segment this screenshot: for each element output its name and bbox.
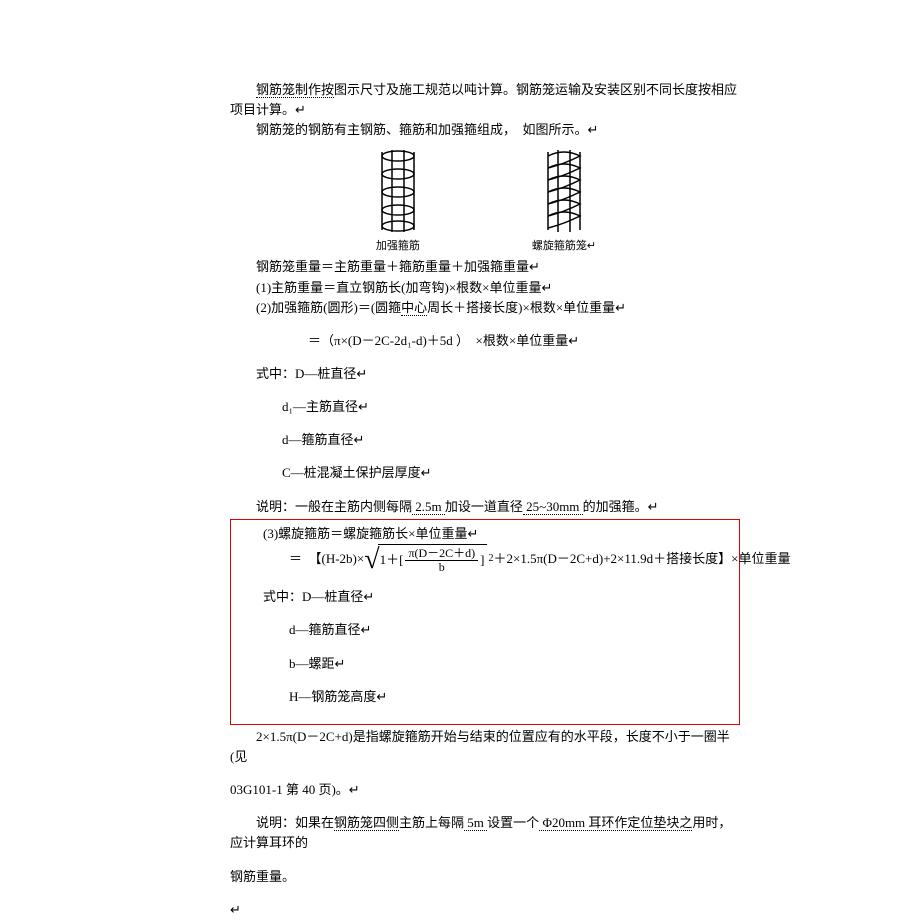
left-cage-label: 加强箍筋 — [376, 238, 420, 255]
b1-l7: d—箍筋直径↵ — [282, 430, 740, 450]
cage-hoop-icon — [374, 146, 422, 236]
right-cage: 螺旋箍筋笼↵ — [532, 146, 596, 255]
cage-spiral-icon — [540, 146, 588, 236]
bottom-l1a: 2×1.5π(D－2C+d)是指螺旋箍筋开始与结束的位置应有的水平段，长度不小于… — [230, 727, 740, 767]
rb-formula: ＝ 【(H-2b)× √ 1＋[ π(D－2C＋d) b ] 2 ＋2×1.5π… — [289, 544, 733, 574]
b1-note: 说明：一般在主筋内侧每隔 2.5m 加设一道直径 25~30mm 的加强箍。↵ — [230, 497, 740, 517]
right-cage-label: 螺旋箍筋笼↵ — [532, 238, 596, 255]
rb-l3: 式中：D—桩直径↵ — [263, 587, 733, 607]
bottom-note: 说明：如果在钢筋笼四侧主筋上每隔 5m 设置一个 Φ20mm 耳环作定位垫块之用… — [230, 813, 740, 853]
b1-l1: 钢筋笼重量＝主筋重量＋箍筋重量＋加强箍重量↵ — [230, 257, 740, 277]
fraction: π(D－2C＋d) b — [405, 547, 478, 574]
intro-underline: 钢筋笼制作按 — [256, 82, 334, 98]
b1-l8: C—桩混凝土保护层厚度↵ — [282, 463, 740, 483]
b1-l6: d₁—主筋直径↵ — [282, 397, 740, 417]
bottom-l3: 钢筋重量。 — [230, 867, 740, 887]
b1-l2: (1)主筋重量＝直立钢筋长(加弯钩)×根数×单位重量↵ — [230, 278, 740, 298]
diagram-row: 加强箍筋 螺旋箍筋笼↵ — [230, 146, 740, 255]
b1-l3: (2)加强箍筋(圆形)＝(圆箍中心周长＋搭接长度)×根数×单位重量↵ — [230, 298, 740, 318]
b1-l4: ＝（π×(D－2C-2d₁-d)＋5d ） ×根数×单位重量↵ — [308, 331, 740, 351]
b1-l5: 式中：D—桩直径↵ — [256, 364, 740, 384]
bottom-l1b: 03G101-1 第 40 页)。↵ — [230, 780, 740, 800]
rb-l1: (3)螺旋箍筋＝螺旋箍筋长×单位重量↵ — [237, 524, 733, 544]
rb-l6: H—钢筋笼高度↵ — [289, 687, 733, 707]
rb-l5: b—螺距↵ — [289, 654, 733, 674]
rb-l4: d—箍筋直径↵ — [289, 620, 733, 640]
block-1: 钢筋笼重量＝主筋重量＋箍筋重量＋加强箍重量↵ (1)主筋重量＝直立钢筋长(加弯钩… — [230, 257, 740, 516]
left-cage: 加强箍筋 — [374, 146, 422, 255]
intro-line-1: 钢筋笼制作按图示尺寸及施工规范以吨计算。钢筋笼运输及安装区别不同长度按相应项目计… — [230, 80, 740, 120]
red-box: (3)螺旋箍筋＝螺旋箍筋长×单位重量↵ ＝ 【(H-2b)× √ 1＋[ π(D… — [230, 519, 740, 725]
end-mark: ↵ — [230, 900, 740, 920]
intro-line-2: 钢筋笼的钢筋有主钢筋、箍筋和加强箍组成， 如图所示。↵ — [230, 120, 740, 140]
sqrt-icon: √ 1＋[ π(D－2C＋d) b ] — [364, 544, 486, 574]
